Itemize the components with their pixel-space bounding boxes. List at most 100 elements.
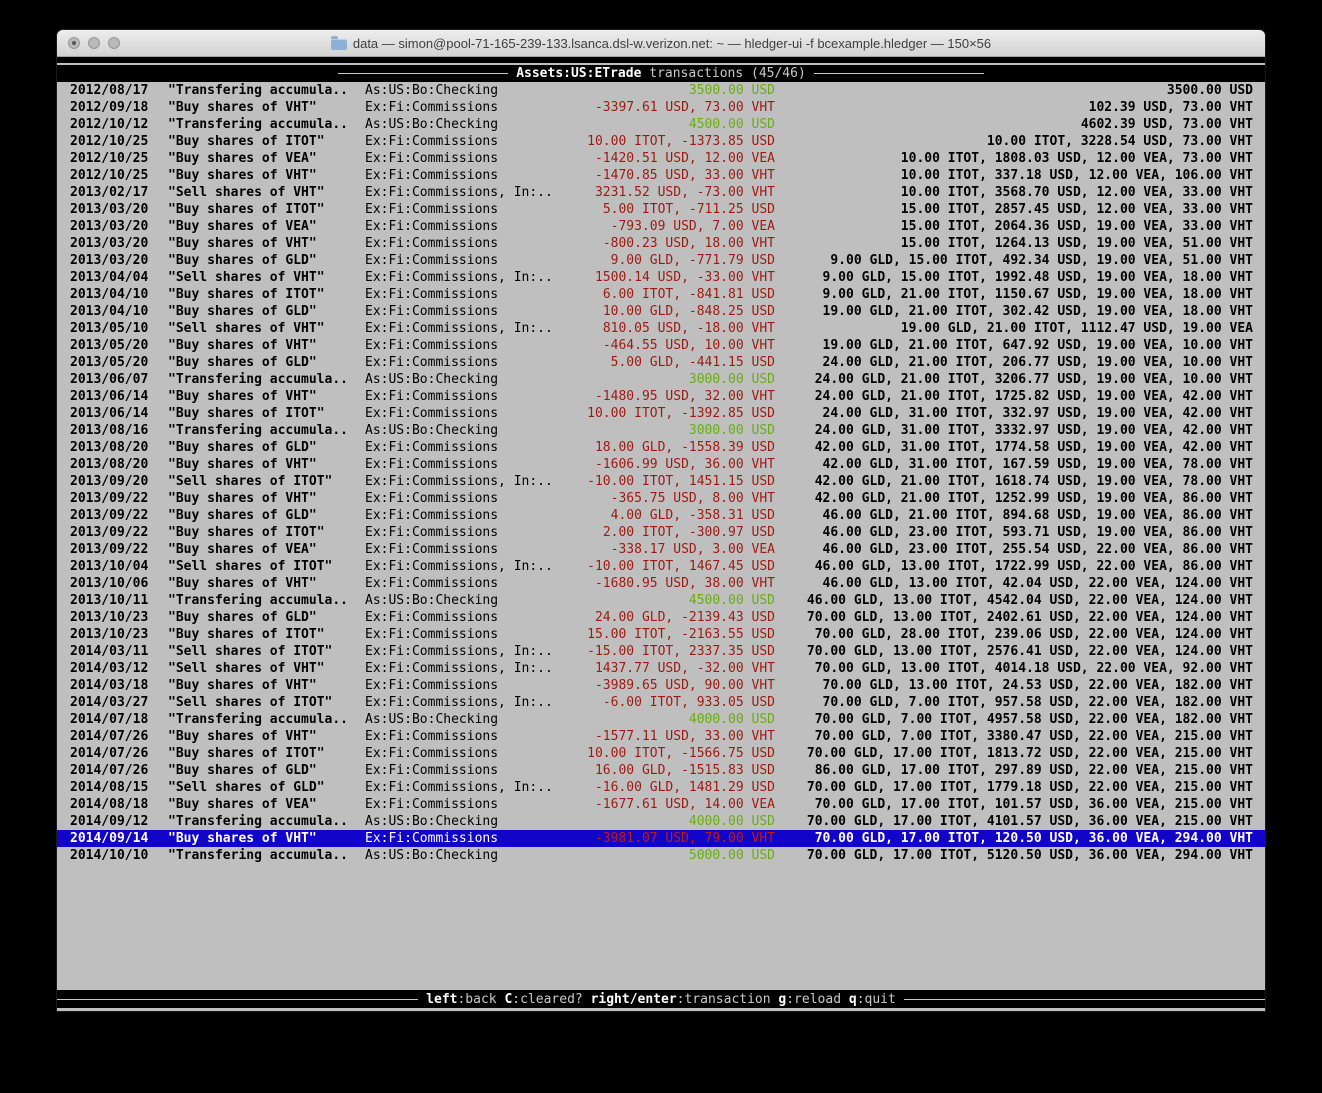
table-row[interactable]: 2014/08/15 "Sell shares of GLD" Ex:Fi:Co… bbox=[57, 779, 1265, 796]
table-row[interactable]: 2012/09/18 "Buy shares of VHT" Ex:Fi:Com… bbox=[57, 99, 1265, 116]
transaction-accounts: Ex:Fi:Commissions bbox=[365, 508, 499, 523]
transaction-amount: -793.09 USD, 7.00 VEA bbox=[610, 219, 775, 234]
table-row[interactable]: 2013/04/10 "Buy shares of GLD" Ex:Fi:Com… bbox=[57, 303, 1265, 320]
screen-mode-label: transactions bbox=[641, 66, 751, 81]
table-row[interactable]: 2014/07/26 "Buy shares of ITOT" Ex:Fi:Co… bbox=[57, 745, 1265, 762]
transaction-description: "Buy shares of VEA" bbox=[168, 219, 317, 234]
window-title-text: data — simon@pool-71-165-239-133.lsanca.… bbox=[352, 35, 992, 51]
transaction-date: 2013/08/20 bbox=[70, 457, 149, 472]
transaction-accounts: Ex:Fi:Commissions bbox=[365, 797, 499, 812]
transaction-date: 2014/07/26 bbox=[70, 729, 149, 744]
transaction-date: 2014/08/18 bbox=[70, 797, 149, 812]
transaction-accounts: Ex:Fi:Commissions bbox=[365, 729, 499, 744]
table-row[interactable]: 2013/09/22 "Buy shares of VEA" Ex:Fi:Com… bbox=[57, 541, 1265, 558]
transaction-accounts: Ex:Fi:Commissions, In:.. bbox=[365, 644, 553, 659]
transaction-date: 2014/07/26 bbox=[70, 746, 149, 761]
table-row[interactable]: 2013/05/10 "Sell shares of VHT" Ex:Fi:Co… bbox=[57, 320, 1265, 337]
table-row[interactable]: 2013/10/23 "Buy shares of ITOT" Ex:Fi:Co… bbox=[57, 626, 1265, 643]
table-row[interactable]: 2013/09/20 "Sell shares of ITOT" Ex:Fi:C… bbox=[57, 473, 1265, 490]
table-row[interactable]: 2013/03/20 "Buy shares of ITOT" Ex:Fi:Co… bbox=[57, 201, 1265, 218]
table-row[interactable]: 2013/06/14 "Buy shares of ITOT" Ex:Fi:Co… bbox=[57, 405, 1265, 422]
transaction-description: "Transfering accumula.. bbox=[168, 848, 349, 863]
table-row[interactable]: 2014/03/12 "Sell shares of VHT" Ex:Fi:Co… bbox=[57, 660, 1265, 677]
folder-icon bbox=[330, 35, 347, 50]
running-balance: 9.00 GLD, 21.00 ITOT, 1150.67 USD, 19.00… bbox=[822, 287, 1253, 302]
table-row[interactable]: 2013/03/20 "Buy shares of VEA" Ex:Fi:Com… bbox=[57, 218, 1265, 235]
transaction-date: 2013/05/20 bbox=[70, 355, 149, 370]
transaction-accounts: As:US:Bo:Checking bbox=[365, 848, 499, 863]
transaction-description: "Buy shares of VHT" bbox=[168, 168, 317, 183]
table-row[interactable]: 2013/10/23 "Buy shares of GLD" Ex:Fi:Com… bbox=[57, 609, 1265, 626]
transaction-date: 2013/03/20 bbox=[70, 219, 149, 234]
transaction-date: 2013/05/20 bbox=[70, 338, 149, 353]
transaction-date: 2013/08/16 bbox=[70, 423, 149, 438]
table-row[interactable]: 2012/10/25 "Buy shares of VHT" Ex:Fi:Com… bbox=[57, 167, 1265, 184]
table-row[interactable]: 2013/02/17 "Sell shares of VHT" Ex:Fi:Co… bbox=[57, 184, 1265, 201]
transaction-description: "Buy shares of VHT" bbox=[168, 729, 317, 744]
running-balance: 70.00 GLD, 17.00 ITOT, 1813.72 USD, 22.0… bbox=[806, 746, 1253, 761]
table-row[interactable]: 2014/03/27 "Sell shares of ITOT" Ex:Fi:C… bbox=[57, 694, 1265, 711]
table-row[interactable]: 2014/07/18 "Transfering accumula.. As:US… bbox=[57, 711, 1265, 728]
table-row[interactable]: 2014/07/26 "Buy shares of GLD" Ex:Fi:Com… bbox=[57, 762, 1265, 779]
table-row[interactable]: 2013/05/20 "Buy shares of GLD" Ex:Fi:Com… bbox=[57, 354, 1265, 371]
table-row[interactable]: 2012/10/12 "Transfering accumula.. As:US… bbox=[57, 116, 1265, 133]
table-row[interactable]: 2014/07/26 "Buy shares of VHT" Ex:Fi:Com… bbox=[57, 728, 1265, 745]
minimize-button[interactable] bbox=[88, 37, 100, 49]
transaction-date: 2013/06/07 bbox=[70, 372, 149, 387]
transaction-description: "Buy shares of ITOT" bbox=[168, 525, 325, 540]
table-row[interactable]: 2013/09/22 "Buy shares of VHT" Ex:Fi:Com… bbox=[57, 490, 1265, 507]
table-row[interactable]: 2013/08/20 "Buy shares of VHT" Ex:Fi:Com… bbox=[57, 456, 1265, 473]
transaction-date: 2013/06/14 bbox=[70, 406, 149, 421]
transaction-amount: -15.00 ITOT, 2337.35 USD bbox=[587, 644, 775, 659]
table-row[interactable]: 2012/10/25 "Buy shares of VEA" Ex:Fi:Com… bbox=[57, 150, 1265, 167]
table-row[interactable]: 2013/03/20 "Buy shares of VHT" Ex:Fi:Com… bbox=[57, 235, 1265, 252]
table-row[interactable]: 2012/10/25 "Buy shares of ITOT" Ex:Fi:Co… bbox=[57, 133, 1265, 150]
running-balance: 102.39 USD, 73.00 VHT bbox=[1088, 100, 1253, 115]
transaction-date: 2013/03/20 bbox=[70, 253, 149, 268]
running-balance: 42.00 GLD, 31.00 ITOT, 1774.58 USD, 19.0… bbox=[814, 440, 1253, 455]
table-row[interactable]: 2013/06/14 "Buy shares of VHT" Ex:Fi:Com… bbox=[57, 388, 1265, 405]
transaction-description: "Buy shares of VEA" bbox=[168, 151, 317, 166]
transaction-description: "Buy shares of VHT" bbox=[168, 831, 317, 846]
table-row[interactable]: 2014/09/12 "Transfering accumula.. As:US… bbox=[57, 813, 1265, 830]
running-balance: 70.00 GLD, 17.00 ITOT, 4101.57 USD, 36.0… bbox=[806, 814, 1253, 829]
table-row[interactable]: 2013/05/20 "Buy shares of VHT" Ex:Fi:Com… bbox=[57, 337, 1265, 354]
table-row[interactable]: 2014/10/10 "Transfering accumula.. As:US… bbox=[57, 847, 1265, 864]
table-row[interactable]: 2013/10/06 "Buy shares of VHT" Ex:Fi:Com… bbox=[57, 575, 1265, 592]
table-row[interactable]: 2014/09/14 "Buy shares of VHT" Ex:Fi:Com… bbox=[57, 830, 1265, 847]
table-row[interactable]: 2013/09/22 "Buy shares of ITOT" Ex:Fi:Co… bbox=[57, 524, 1265, 541]
table-row[interactable]: 2013/09/22 "Buy shares of GLD" Ex:Fi:Com… bbox=[57, 507, 1265, 524]
running-balance: 46.00 GLD, 21.00 ITOT, 894.68 USD, 19.00… bbox=[822, 508, 1253, 523]
transaction-date: 2012/09/18 bbox=[70, 100, 149, 115]
table-row[interactable]: 2013/03/20 "Buy shares of GLD" Ex:Fi:Com… bbox=[57, 252, 1265, 269]
table-row[interactable]: 2013/04/10 "Buy shares of ITOT" Ex:Fi:Co… bbox=[57, 286, 1265, 303]
transaction-description: "Transfering accumula.. bbox=[168, 593, 349, 608]
running-balance: 24.00 GLD, 21.00 ITOT, 206.77 USD, 19.00… bbox=[822, 355, 1253, 370]
transaction-amount: 4500.00 USD bbox=[688, 593, 775, 608]
transaction-amount: -16.00 GLD, 1481.29 USD bbox=[594, 780, 775, 795]
transaction-amount: -10.00 ITOT, 1451.15 USD bbox=[587, 474, 775, 489]
table-row[interactable]: 2014/03/11 "Sell shares of ITOT" Ex:Fi:C… bbox=[57, 643, 1265, 660]
table-row[interactable]: 2013/10/11 "Transfering accumula.. As:US… bbox=[57, 592, 1265, 609]
transaction-amount: 6.00 ITOT, -841.81 USD bbox=[602, 287, 775, 302]
transaction-amount: 810.05 USD, -18.00 VHT bbox=[602, 321, 775, 336]
table-row[interactable]: 2012/08/17 "Transfering accumula.. As:US… bbox=[57, 82, 1265, 99]
zoom-button[interactable] bbox=[108, 37, 120, 49]
transaction-accounts: As:US:Bo:Checking bbox=[365, 117, 499, 132]
transaction-date: 2013/09/22 bbox=[70, 525, 149, 540]
table-row[interactable]: 2014/08/18 "Buy shares of VEA" Ex:Fi:Com… bbox=[57, 796, 1265, 813]
traffic-lights bbox=[68, 37, 120, 49]
table-row[interactable]: 2013/08/16 "Transfering accumula.. As:US… bbox=[57, 422, 1265, 439]
running-balance: 15.00 ITOT, 1264.13 USD, 19.00 VEA, 51.0… bbox=[900, 236, 1253, 251]
table-row[interactable]: 2014/03/18 "Buy shares of VHT" Ex:Fi:Com… bbox=[57, 677, 1265, 694]
running-balance: 10.00 ITOT, 3568.70 USD, 12.00 VEA, 33.0… bbox=[900, 185, 1253, 200]
transaction-description: "Buy shares of VHT" bbox=[168, 457, 317, 472]
table-row[interactable]: 2013/04/04 "Sell shares of VHT" Ex:Fi:Co… bbox=[57, 269, 1265, 286]
table-row[interactable]: 2013/06/07 "Transfering accumula.. As:US… bbox=[57, 371, 1265, 388]
table-row[interactable]: 2013/10/04 "Sell shares of ITOT" Ex:Fi:C… bbox=[57, 558, 1265, 575]
transaction-accounts: Ex:Fi:Commissions bbox=[365, 610, 499, 625]
close-button[interactable] bbox=[68, 37, 80, 49]
transaction-date: 2012/10/25 bbox=[70, 134, 149, 149]
window-title: data — simon@pool-71-165-239-133.lsanca.… bbox=[330, 35, 992, 51]
table-row[interactable]: 2013/08/20 "Buy shares of GLD" Ex:Fi:Com… bbox=[57, 439, 1265, 456]
